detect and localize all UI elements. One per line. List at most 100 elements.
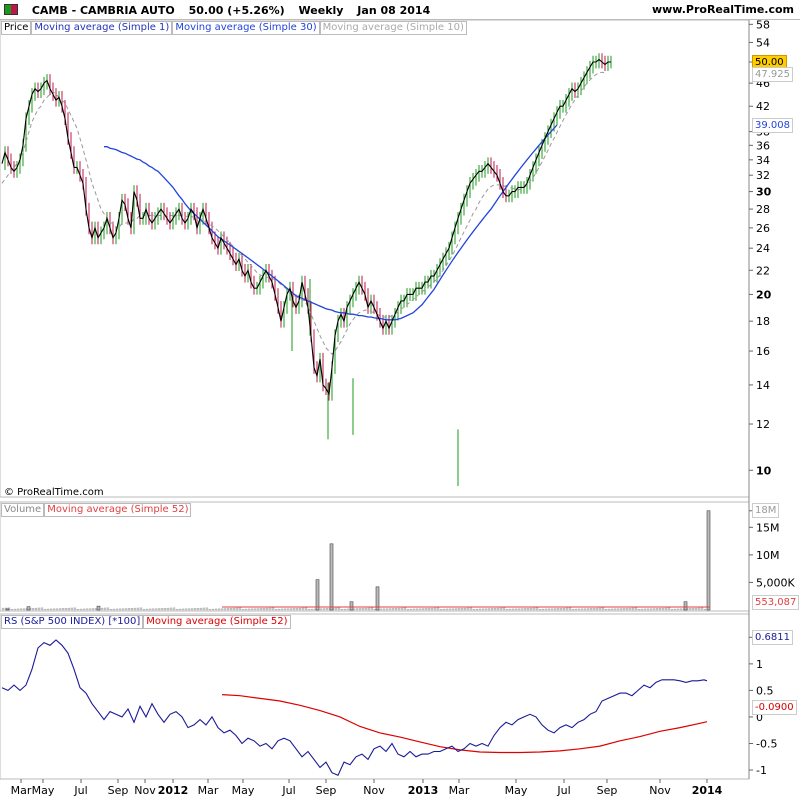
copyright: © ProRealTime.com [4, 487, 104, 498]
volume-bar [667, 607, 671, 611]
volume-bar [310, 608, 314, 611]
volume-bar [322, 608, 326, 611]
volume-bar [103, 607, 107, 611]
legend-rs[interactable]: RS (S&P 500 INDEX) [*100] [1, 615, 144, 629]
volume-bar [622, 608, 626, 611]
volume-bar [424, 608, 428, 611]
volume-bar [466, 607, 470, 611]
header-info: CAMB - CAMBRIA AUTO 50.00 (+5.26%) Weekl… [4, 3, 440, 17]
volume-bar [616, 608, 620, 611]
volume-bar [683, 601, 688, 611]
volume-bar [46, 608, 50, 611]
volume-bar [166, 607, 170, 611]
volume-bar [613, 608, 617, 611]
price-tick-label: 34 [756, 154, 770, 167]
volume-bar [541, 608, 545, 611]
legend-ma1[interactable]: Moving average (Simple 1) [31, 21, 173, 35]
volume-bar [673, 608, 677, 611]
price-tick-label: 58 [756, 18, 770, 31]
volume-bar [271, 607, 275, 611]
volume-bar [484, 608, 488, 611]
volume-bar [211, 608, 215, 611]
price-change: 50.00 (+5.26%) [188, 4, 285, 17]
ma30-tag: 39.008 [752, 118, 793, 133]
volume-bar [361, 608, 365, 611]
volume-bar [583, 608, 587, 611]
volume-bar [664, 607, 668, 611]
price-tick-label: 16 [756, 345, 770, 358]
volume-bar [229, 608, 233, 611]
volume-bar [367, 607, 371, 611]
volume-bar [496, 607, 500, 611]
volume-tick-label: 5,000K [756, 576, 795, 589]
volume-bar [49, 608, 53, 611]
volume-bar [64, 608, 68, 611]
volume-bar [598, 607, 602, 611]
volume-bar [112, 608, 116, 611]
volume-bar [547, 608, 551, 611]
volume-bar [475, 608, 479, 611]
price-tick-label: 18 [756, 315, 770, 328]
volume-bar [397, 607, 401, 611]
rs-line [1, 639, 708, 777]
price-tick-label: 54 [756, 36, 770, 49]
time-tick-label: May [232, 784, 255, 797]
volume-bar [592, 608, 596, 611]
legend-volume-ma[interactable]: Moving average (Simple 52) [44, 503, 192, 517]
time-tick-label: 2013 [408, 784, 439, 797]
volume-bar [577, 608, 581, 611]
price-tick-label: 12 [756, 418, 770, 431]
volume-bar [478, 608, 482, 611]
volume-bar [16, 608, 20, 611]
volume-bar [19, 608, 23, 611]
volume-bar [379, 608, 383, 611]
volume-bar [688, 608, 692, 611]
volume-bar [205, 607, 209, 611]
volume-bar [364, 607, 368, 611]
time-tick-label: Jul [556, 784, 570, 797]
volume-bar [421, 608, 425, 611]
volume-bar [70, 607, 74, 611]
volume-bar [100, 607, 104, 611]
time-tick-label: Nov [649, 784, 671, 797]
volume-bar [334, 607, 338, 611]
time-tick-label: 2012 [158, 784, 189, 797]
volume-bar [532, 607, 536, 611]
volume-bar [706, 510, 711, 611]
volume-bar [124, 608, 128, 611]
time-tick-label: Sep [108, 784, 129, 797]
volume-bar [145, 608, 149, 611]
volume-bar [691, 608, 695, 611]
legend-ma30[interactable]: Moving average (Simple 30) [172, 21, 320, 35]
volume-top-tag: 18M [752, 503, 780, 518]
volume-bar [154, 608, 158, 611]
volume-bar [190, 608, 194, 611]
volume-bar [508, 608, 512, 611]
volume-bar [181, 608, 185, 611]
volume-bar [220, 608, 224, 611]
legend-rs-ma[interactable]: Moving average (Simple 52) [143, 615, 291, 629]
volume-bar [652, 608, 656, 611]
legend-ma10[interactable]: Moving average (Simple 10) [319, 21, 467, 35]
volume-bar [565, 607, 569, 611]
volume-bar [160, 608, 164, 611]
legend-price[interactable]: Price [1, 21, 32, 35]
price-tick-label: 42 [756, 100, 770, 113]
volume-bar [10, 609, 14, 611]
rs-panel-frame [0, 613, 750, 780]
price-tick-label: 32 [756, 169, 770, 182]
volume-bar [382, 608, 386, 611]
volume-bar [319, 608, 323, 611]
volume-bar [550, 608, 554, 611]
site-link[interactable]: www.ProRealTime.com [651, 3, 794, 16]
volume-bar [511, 608, 515, 611]
time-axis: Mar May Jul Sep Nov 2012 Mar May Jul Sep Nov 2013 Ma… [11, 779, 723, 797]
volume-bar [658, 608, 662, 611]
volume-bar [193, 608, 197, 611]
volume-bar [340, 609, 344, 611]
volume-bar [31, 608, 35, 611]
legend-volume[interactable]: Volume [1, 503, 45, 517]
volume-bar [439, 609, 443, 611]
volume-bar [568, 607, 572, 611]
volume-bar [280, 608, 284, 611]
